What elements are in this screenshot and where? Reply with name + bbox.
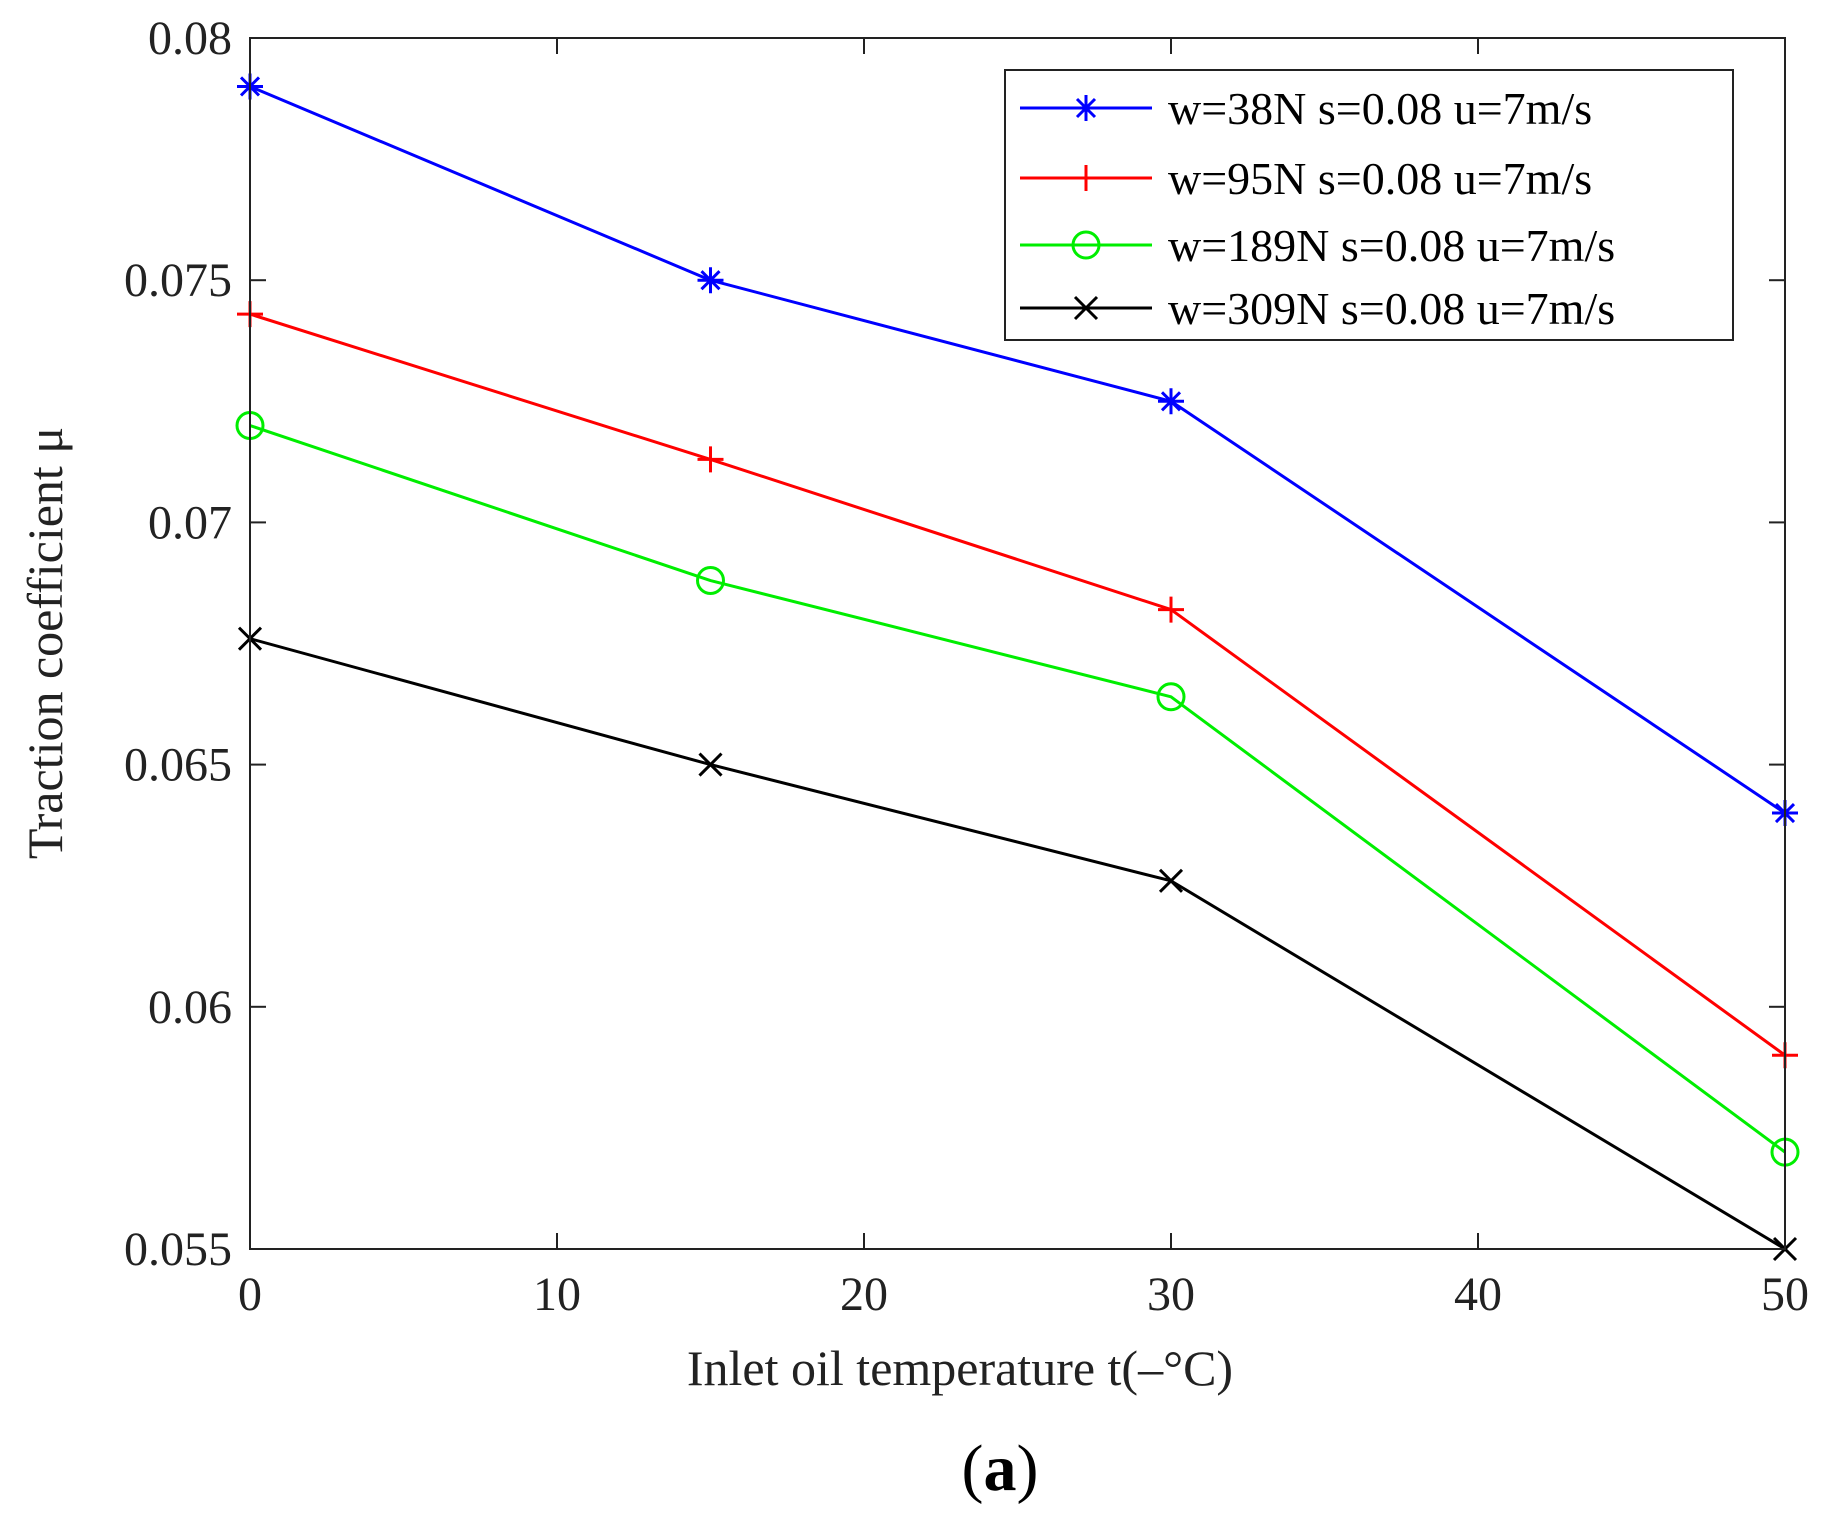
plus-marker [1158, 596, 1184, 623]
y-tick-label: 0.07 [148, 496, 232, 549]
x-tick-label: 50 [1761, 1268, 1809, 1321]
axis-ticks [249, 37, 1786, 1250]
y-axis-title: Traction coefficient μ [17, 427, 73, 859]
series-line [249, 424, 1786, 1154]
x-tick-label: 0 [238, 1268, 262, 1321]
asterisk-marker [1073, 95, 1099, 121]
circle-marker [696, 566, 725, 596]
caption-letter: a [984, 1432, 1017, 1505]
x-tick-label: 10 [533, 1268, 581, 1321]
y-tick-label: 0.08 [148, 12, 232, 65]
figure-caption: (a) [962, 1432, 1039, 1505]
caption-close-paren: ) [1017, 1432, 1039, 1505]
series-line [249, 312, 1786, 1057]
series-line [249, 637, 1786, 1251]
cross-marker [1073, 295, 1099, 321]
axis-tick-labels: 0 10 20 30 40 50 0.055 0.06 0.065 0.07 0.075 0.08 [124, 12, 1809, 1321]
asterisk-marker [697, 267, 724, 294]
series-line [249, 85, 1786, 815]
legend-label: w=309N s=0.08 u=7m/s [1168, 283, 1615, 334]
plot-frame [249, 37, 1786, 1250]
y-tick-label: 0.06 [148, 981, 232, 1034]
legend-label: w=38N s=0.08 u=7m/s [1168, 83, 1592, 134]
legend-entry: w=189N s=0.08 u=7m/s [1020, 220, 1615, 271]
x-tick-label: 30 [1147, 1268, 1195, 1321]
legend-entry: w=38N s=0.08 u=7m/s [1020, 83, 1592, 134]
legend-label: w=95N s=0.08 u=7m/s [1168, 153, 1592, 204]
plus-marker [697, 446, 724, 473]
circle-marker [1156, 682, 1186, 712]
y-tick-label: 0.055 [124, 1223, 232, 1276]
x-tick-label: 20 [840, 1268, 888, 1321]
x-tick-label: 40 [1454, 1268, 1502, 1321]
asterisk-marker [1158, 388, 1184, 415]
legend-entry: w=309N s=0.08 u=7m/s [1020, 283, 1615, 334]
legend-box [1004, 69, 1734, 341]
legend: w=38N s=0.08 u=7m/s w=95N s=0.08 u=7m/s w=… [1004, 69, 1734, 341]
y-tick-label: 0.065 [124, 739, 232, 792]
cross-marker [1158, 868, 1184, 893]
circle-marker [1071, 230, 1101, 260]
legend-entry: w=95N s=0.08 u=7m/s [1020, 153, 1592, 204]
y-tick-label: 0.075 [124, 254, 232, 307]
legend-label: w=189N s=0.08 u=7m/s [1168, 220, 1615, 271]
caption-open-paren: ( [962, 1432, 984, 1505]
plot-marks [235, 73, 1800, 1262]
cross-marker [698, 752, 723, 777]
plus-marker [1073, 165, 1099, 191]
x-axis-title: Inlet oil temperature t(–°C) [687, 1340, 1233, 1396]
